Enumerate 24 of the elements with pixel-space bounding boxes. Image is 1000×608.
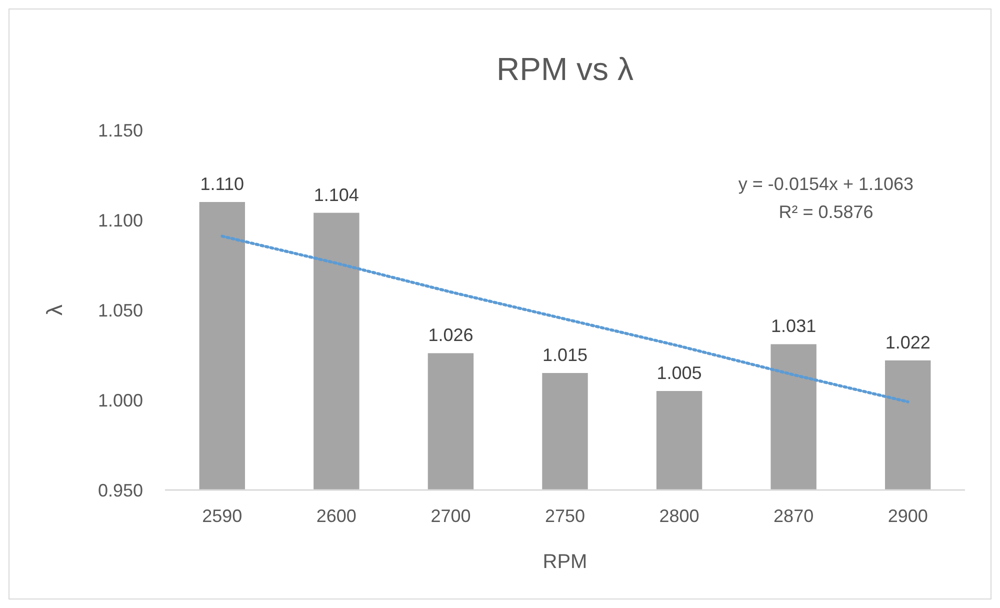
data-label: 1.022 (885, 332, 930, 352)
annotation: R² = 0.5876 (778, 202, 874, 222)
x-tick-label: 2800 (659, 506, 700, 526)
y-axis-title: λ (42, 304, 67, 316)
data-label: 1.026 (428, 325, 474, 346)
x-tick-label: 2750 (544, 506, 586, 526)
y-tick-label: 1.050 (98, 300, 143, 320)
annotation: y = -0.0154x + 1.1063 (738, 174, 914, 194)
data-label: 1.031 (771, 316, 816, 336)
y-tick-label: 0.950 (98, 480, 143, 500)
data-label: 1.110 (200, 174, 244, 194)
x-tick-label: 2700 (430, 506, 471, 526)
x-tick-label: 2600 (316, 506, 356, 526)
chart-title: RPM vs λ (496, 51, 634, 87)
x-tick-label: 2900 (888, 506, 928, 526)
x-axis-title: RPM (542, 551, 588, 573)
x-tick-label: 2590 (202, 506, 242, 526)
data-label: 1.005 (656, 363, 702, 383)
y-tick-label: 1.000 (98, 390, 143, 410)
y-tick-label: 1.150 (98, 120, 143, 140)
x-tick-label: 2870 (774, 506, 814, 526)
y-tick-label: 1.100 (98, 210, 143, 230)
data-label: 1.015 (542, 345, 588, 365)
data-label: 1.104 (314, 184, 359, 205)
